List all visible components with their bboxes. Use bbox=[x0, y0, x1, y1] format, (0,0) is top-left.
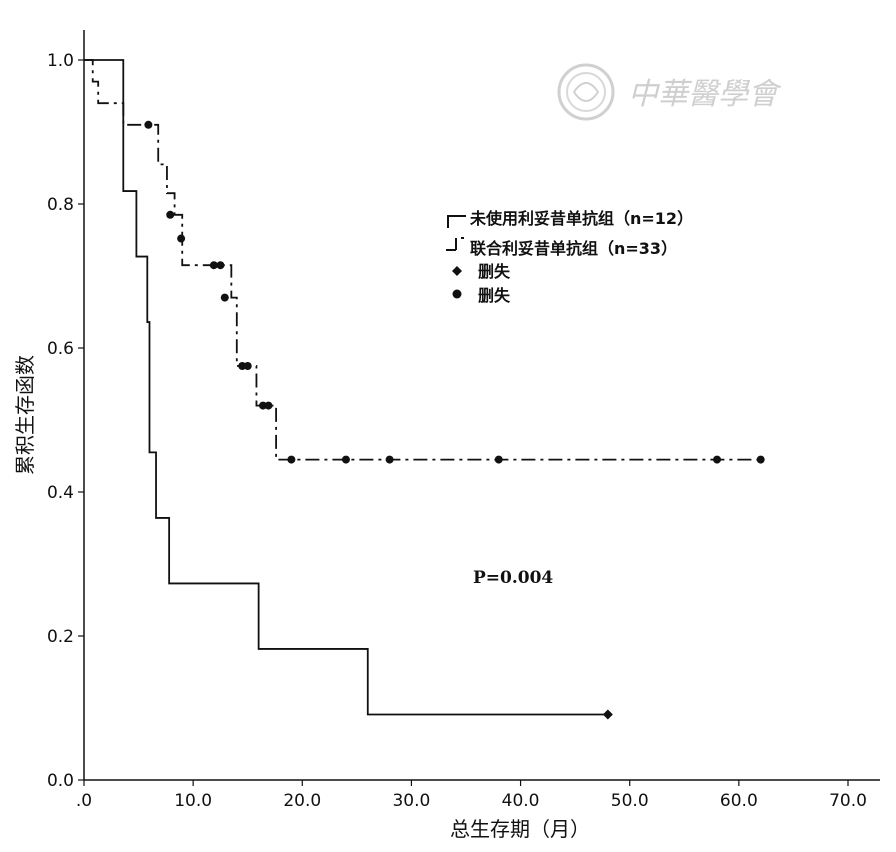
censor-marker-circle bbox=[220, 293, 229, 302]
y-tick-label: 0.2 bbox=[47, 627, 74, 647]
x-tick-label: 60.0 bbox=[720, 791, 758, 811]
axes bbox=[83, 30, 880, 781]
x-tick-label: 10.0 bbox=[174, 791, 212, 811]
series-line-no-rituximab bbox=[84, 59, 608, 716]
legend: 未使用利妥昔单抗组（n=12） 联合利妥昔单抗组（n=33） 删失 删失 bbox=[446, 209, 693, 305]
x-tick-label: 20.0 bbox=[283, 791, 321, 811]
legend-diamond-marker bbox=[452, 266, 462, 276]
censor-marker-circle bbox=[243, 362, 252, 370]
censor-marker-circle bbox=[341, 455, 350, 464]
x-tick-label: .0 bbox=[76, 791, 92, 811]
x-tick-label: 40.0 bbox=[502, 791, 540, 811]
watermark-text: 中華醫學會 bbox=[628, 77, 782, 112]
censor-marker-circle bbox=[264, 401, 273, 410]
censor-marker-circle bbox=[494, 455, 503, 464]
censor-marker-circle bbox=[713, 455, 722, 464]
society-watermark-logo: 中華醫學會 bbox=[557, 63, 782, 121]
series-line-rituximab bbox=[84, 59, 761, 461]
y-tick-label: 0.8 bbox=[47, 195, 74, 215]
censor-marker-circle bbox=[166, 210, 175, 219]
legend-solid-symbol bbox=[447, 215, 466, 228]
legend-label-censored-circle: 删失 bbox=[478, 286, 511, 305]
legend-label-rituximab: 联合利妥昔单抗组（n=33） bbox=[470, 239, 677, 258]
censor-marker-circle bbox=[177, 234, 186, 243]
y-tick-label: 0.6 bbox=[47, 339, 74, 359]
legend-label-censored-diamond: 删失 bbox=[478, 262, 511, 281]
p-value-annotation: P=0.004 bbox=[473, 568, 553, 588]
censor-marker-circle bbox=[216, 261, 225, 270]
x-tick-label: 30.0 bbox=[392, 791, 430, 811]
censor-marker-circle bbox=[209, 261, 218, 270]
x-axis-title: 总生存期（月） bbox=[450, 817, 590, 841]
y-tick-label: 0.4 bbox=[47, 483, 74, 503]
y-axis-title: 累积生存函数 bbox=[13, 355, 37, 475]
legend-circle-marker bbox=[452, 289, 462, 299]
x-tick-label: 70.0 bbox=[829, 791, 867, 811]
censor-marker-diamond bbox=[602, 709, 613, 720]
censor-marker-circle bbox=[385, 455, 394, 464]
censor-marker-circle bbox=[756, 455, 765, 464]
censor-marker-circle bbox=[144, 120, 153, 129]
x-tick-label: 50.0 bbox=[611, 791, 649, 811]
legend-dashdot-symbol bbox=[446, 237, 464, 251]
y-tick-label: 1.0 bbox=[47, 51, 74, 71]
censor-marker-circle bbox=[287, 455, 296, 464]
y-tick-label: 0.0 bbox=[47, 771, 74, 791]
legend-label-no-rituximab: 未使用利妥昔单抗组（n=12） bbox=[469, 209, 693, 228]
